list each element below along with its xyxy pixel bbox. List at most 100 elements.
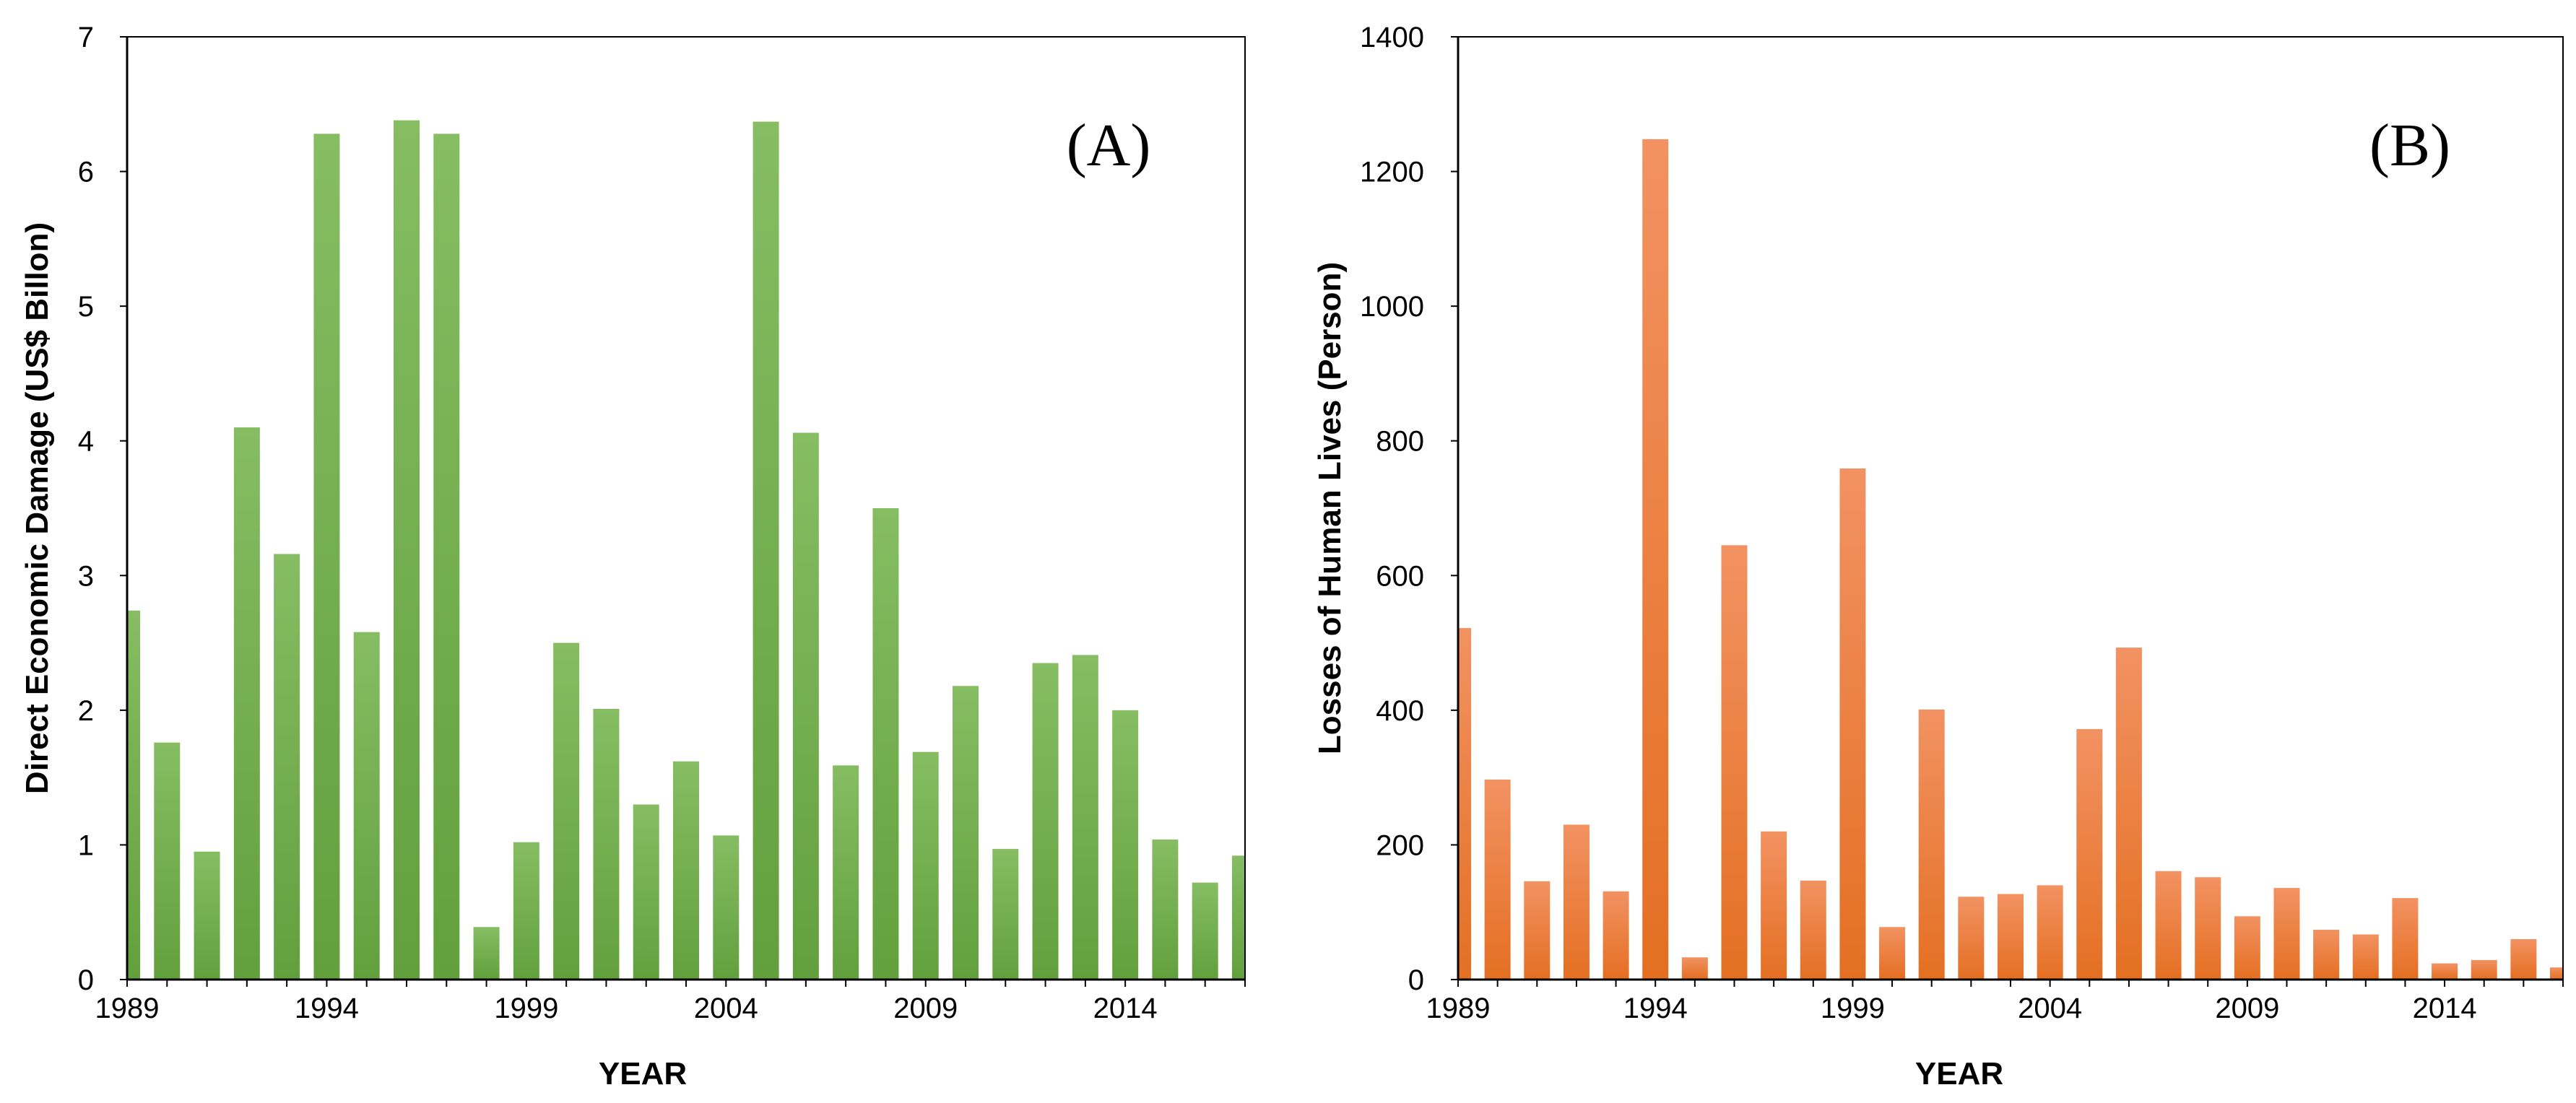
panel-b-bar-2006 <box>2115 648 2142 980</box>
panel-b-label: (B) <box>2369 112 2450 179</box>
panel-a-x-ticks: 1989 1994 1999 2004 2009 2014 <box>95 980 1246 1024</box>
panel-b-bar-2002 <box>1958 897 1985 980</box>
panel-a-bar-2014 <box>1112 710 1139 980</box>
panel-a-bar-2006 <box>792 432 819 980</box>
panel-a-y-tick-label: 7 <box>78 22 94 53</box>
panel-a-x-tick-label: 1994 <box>295 993 359 1024</box>
panel-a-x-tick-label: 2014 <box>1093 993 1158 1024</box>
panel-a-bar-2008 <box>872 508 899 980</box>
panel-a-bar-2004 <box>713 835 740 980</box>
panel-b-bar-1991 <box>1524 881 1551 980</box>
panel-a-y-tick-label: 4 <box>78 426 94 458</box>
panel-a-bar-2013 <box>1072 655 1098 980</box>
panel-b-bar-2008 <box>2195 877 2221 980</box>
panel-a-bar-1991 <box>194 851 220 980</box>
panel-a-bar-1994 <box>313 134 340 980</box>
panel-b-y-tick-label: 600 <box>1376 560 1424 592</box>
panel-b-y-tick-label: 1400 <box>1360 22 1424 53</box>
panel-b-bar-2009 <box>2234 916 2260 980</box>
panel-a-bar-1989 <box>127 610 140 980</box>
panel-a-bar-2015 <box>1152 839 1179 980</box>
panel-a-bar-2009 <box>912 751 939 980</box>
panel-b-bar-1996 <box>1721 545 1748 980</box>
panel-a-bar-1990 <box>154 742 181 980</box>
panel-a-x-axis-title: YEAR <box>599 1056 687 1091</box>
panel-b-bars <box>1458 139 2563 980</box>
panel-b-bar-1994 <box>1642 139 1669 980</box>
panel-b-x-tick-label: 1994 <box>1623 993 1688 1024</box>
panel-a-bars <box>127 120 1245 980</box>
panel-b-x-axis-title: YEAR <box>1915 1056 2003 1091</box>
panel-a-bar-2000 <box>553 642 580 980</box>
panel-b-x-tick-label: 2004 <box>2018 993 2082 1024</box>
panel-a-y-axis-title: Direct Economic Damage (US$ Billon) <box>19 222 55 794</box>
panel-b-bar-1998 <box>1800 880 1826 980</box>
panel-b-bar-2014 <box>2432 963 2458 980</box>
panel-b-x-tick-label: 2009 <box>2215 993 2279 1024</box>
panel-a-bar-2010 <box>953 686 979 980</box>
panel-a-chart: 0 1 2 3 4 5 6 7 1989 1994 1999 2004 2009 2014 (A) YE… <box>19 22 1246 1091</box>
panel-a-bar-1997 <box>433 134 460 980</box>
panel-b-bar-2005 <box>2076 728 2103 980</box>
panel-b-bar-1989 <box>1458 628 1471 980</box>
panel-a-x-tick-label: 1989 <box>95 993 160 1024</box>
panel-a-bar-1993 <box>274 554 300 980</box>
panel-b-bar-2016 <box>2510 939 2537 980</box>
panel-b-bar-2015 <box>2471 959 2497 980</box>
panel-b-bar-1993 <box>1603 891 1629 980</box>
panel-b-bar-2017 <box>2550 967 2563 980</box>
panel-b-y-tick-label: 800 <box>1376 426 1424 458</box>
panel-a-bar-2002 <box>633 804 659 980</box>
panel-b-bar-2011 <box>2313 929 2340 980</box>
panel-a-x-tick-label: 1999 <box>494 993 558 1024</box>
panel-b-bar-1995 <box>1681 957 1708 980</box>
panel-a-bar-1995 <box>353 632 380 980</box>
panel-b-y-axis-title: Losses of Human Lives (Person) <box>1312 262 1348 754</box>
panel-a-bar-2011 <box>992 849 1019 980</box>
panel-a-bar-2016 <box>1192 882 1218 980</box>
panel-a-bar-2003 <box>673 761 699 980</box>
panel-b-bar-2007 <box>2155 871 2182 980</box>
panel-b-x-tick-label: 2014 <box>2413 993 2477 1024</box>
panel-a-x-tick-label: 2009 <box>893 993 958 1024</box>
panel-b-bar-1992 <box>1563 824 1590 980</box>
panel-b-bar-2000 <box>1879 927 1906 980</box>
panel-a-bar-1996 <box>394 120 420 980</box>
panel-b-bar-2003 <box>1998 894 2024 980</box>
panel-b-bar-2013 <box>2392 898 2419 980</box>
panel-a-y-ticks: 0 1 2 3 4 5 6 7 <box>78 22 127 996</box>
panel-a-bar-1992 <box>233 427 260 980</box>
panel-a-y-tick-label: 3 <box>78 560 94 592</box>
panel-a-bar-2001 <box>593 708 620 980</box>
panel-a-y-tick-label: 5 <box>78 291 94 323</box>
panel-a-bar-2012 <box>1032 663 1059 980</box>
panel-b-y-tick-label: 1200 <box>1360 157 1424 188</box>
panel-a-bar-2017 <box>1232 855 1245 980</box>
panel-b-chart: 0 200 400 600 800 1000 1200 1400 1989 1994 1999 20… <box>1312 22 2564 1091</box>
panel-b-y-tick-label: 1000 <box>1360 291 1424 323</box>
panel-a-y-tick-label: 2 <box>78 695 94 727</box>
panel-a-label: (A) <box>1067 112 1151 179</box>
panel-a-bar-2005 <box>753 121 779 980</box>
panel-b-y-ticks: 0 200 400 600 800 1000 1200 1400 <box>1360 22 1458 996</box>
panel-b-y-tick-label: 400 <box>1376 695 1424 727</box>
panel-b-bar-2010 <box>2273 888 2300 980</box>
panel-a-x-tick-label: 2004 <box>694 993 758 1024</box>
panel-a-y-tick-label: 0 <box>78 964 94 996</box>
panel-a-y-tick-label: 6 <box>78 157 94 188</box>
panel-b-bar-1990 <box>1484 779 1511 980</box>
panel-b-bar-2012 <box>2352 934 2379 980</box>
panel-a-y-tick-label: 1 <box>78 829 94 861</box>
panel-b-bar-2004 <box>2037 885 2063 980</box>
panel-b-x-tick-label: 1999 <box>1821 993 1885 1024</box>
panel-b-bar-1999 <box>1839 468 1866 980</box>
panel-b-bar-1997 <box>1761 831 1787 980</box>
panel-b-y-tick-label: 200 <box>1376 829 1424 861</box>
panel-b-x-ticks: 1989 1994 1999 2004 2009 2014 <box>1426 980 2564 1024</box>
panel-a-bar-1999 <box>513 842 539 980</box>
panel-b-y-tick-label: 0 <box>1408 964 1424 996</box>
panel-b-bar-2001 <box>1918 709 1945 980</box>
panel-a-bar-2007 <box>833 765 859 980</box>
panel-a-bar-1998 <box>473 927 500 980</box>
